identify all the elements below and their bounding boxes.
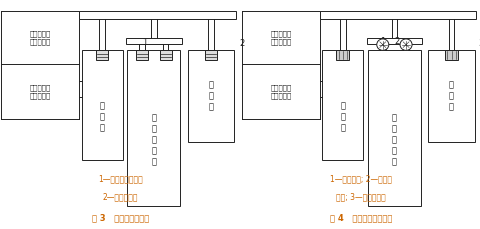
Text: 2—高效送风口: 2—高效送风口 — [102, 192, 138, 202]
Bar — [79, 11, 235, 19]
Text: 接组合式空
调器回风管: 接组合式空 调器回风管 — [30, 84, 51, 99]
Circle shape — [399, 39, 411, 50]
Bar — [126, 38, 181, 44]
Bar — [427, 50, 474, 142]
Text: 局
部
百
级
区: 局 部 百 级 区 — [391, 113, 396, 166]
Bar — [127, 50, 180, 206]
Text: 万
级
区: 万 级 区 — [448, 81, 453, 112]
Text: 1—循环风机; 2—高效过: 1—循环风机; 2—高效过 — [329, 174, 391, 183]
Text: 3: 3 — [478, 39, 480, 48]
Bar — [96, 50, 108, 60]
Bar — [319, 11, 475, 19]
Circle shape — [376, 39, 388, 50]
Bar — [336, 50, 348, 60]
Bar — [159, 50, 171, 60]
Text: 1—风机过滤单元；: 1—风机过滤单元； — [97, 174, 143, 183]
Bar — [367, 50, 420, 206]
Text: 图 4   循环风机加压简图: 图 4 循环风机加压简图 — [329, 213, 391, 222]
Text: 1: 1 — [379, 37, 384, 46]
Text: 1: 1 — [142, 38, 146, 47]
Bar — [366, 38, 421, 44]
Bar — [444, 50, 457, 60]
Text: 图 3   循环风处理简图: 图 3 循环风处理简图 — [91, 213, 149, 222]
Bar — [322, 50, 362, 160]
Text: 接组合式空
调器送风管: 接组合式空 调器送风管 — [270, 30, 291, 45]
Text: 局
部
百
级
区: 局 部 百 级 区 — [151, 113, 156, 166]
Text: 2: 2 — [239, 39, 244, 48]
Bar — [136, 50, 148, 60]
Text: 万
级
区: 万 级 区 — [208, 81, 213, 112]
Text: 万
级
区: 万 级 区 — [99, 101, 105, 132]
Bar — [187, 50, 234, 142]
Text: 接组合式空
调器回风管: 接组合式空 调器回风管 — [270, 84, 291, 99]
Bar — [204, 50, 216, 60]
Text: 2: 2 — [394, 37, 398, 46]
Text: 滤器; 3—高效送风口: 滤器; 3—高效送风口 — [335, 192, 385, 202]
Text: 接组合式空
调器送风管: 接组合式空 调器送风管 — [30, 30, 51, 45]
Bar — [82, 50, 122, 160]
Text: 万
级
区: 万 级 区 — [339, 101, 345, 132]
